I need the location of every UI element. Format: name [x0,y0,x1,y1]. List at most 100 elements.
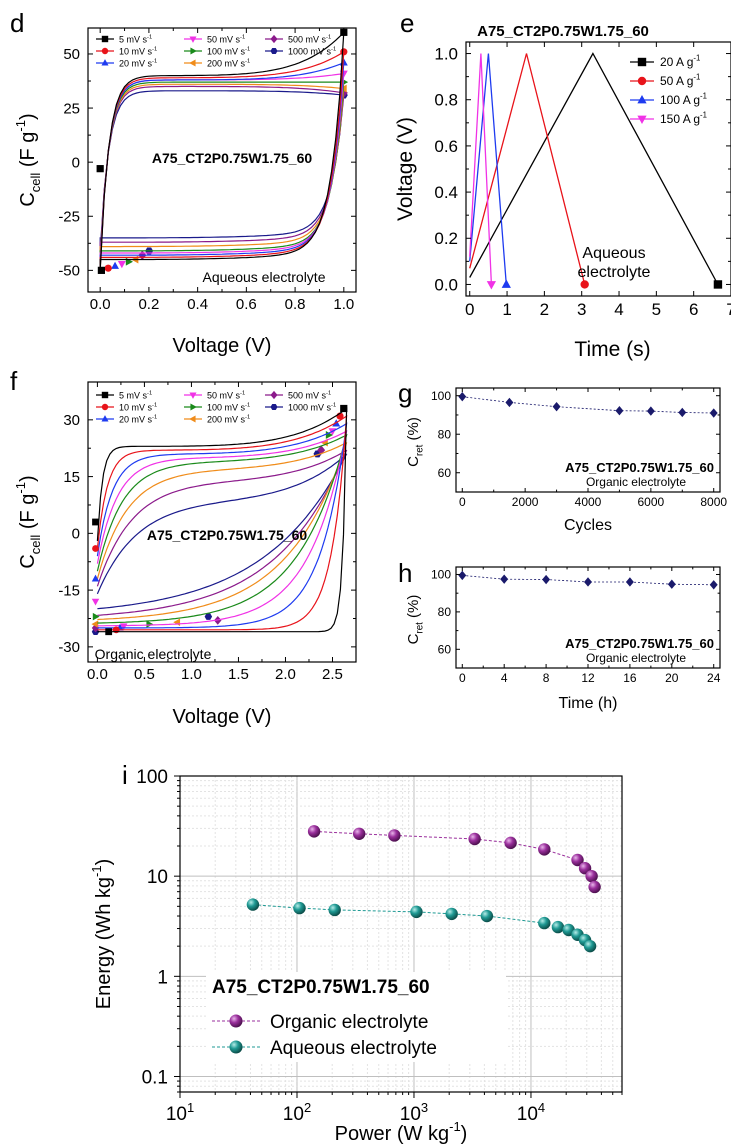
x-axis-label: Cycles [564,517,612,534]
chart-panel-i: i 101 102 103 104 0.1 1 10 100 A75_CT2P0.75W1.75_… [89,760,623,1145]
annotation: Aqueous [582,245,645,262]
legend-marker [101,35,109,43]
series-line [469,52,719,285]
data-point [486,281,497,290]
series-line [469,53,507,285]
panel-letter-e: e [400,8,414,38]
y-tick-label: 0 [72,154,80,171]
data-point [340,48,348,56]
legend-marker [101,415,109,422]
plot-frame [87,381,357,663]
data-point [96,165,104,173]
data-point [667,579,676,589]
data-point [709,580,718,590]
data-point [625,577,634,587]
series-line [99,83,345,260]
panel-letter-d: d [10,8,24,38]
y-axis-label: Ccell (F g-1) [13,113,43,206]
x-tick-label: 2000 [512,495,539,509]
y-tick-label: -30 [58,639,80,656]
data-point [646,406,655,416]
x-tick-label: 0.2 [138,296,159,313]
series-line [96,433,348,624]
chart-title: A75_CT2P0.75W1.75_60 [212,977,430,998]
data-point [504,836,517,850]
x-axis-label: Time (s) [574,338,650,361]
x-axis-label: Time (h) [559,695,618,712]
x-tick-label: 1.0 [181,666,202,683]
legend-marker [637,94,647,104]
data-point [111,261,120,269]
series-line [99,72,345,264]
x-tick-label: 4 [614,300,623,319]
data-point [388,829,401,842]
chart-panel-f: f 0.0 0.5 1.0 1.5 2.0 2.5 -30 -15 0 15 30 5 mV s-1 10… [10,366,357,728]
plot-frame [179,775,623,1093]
series-line [99,61,345,267]
data-point [246,898,260,911]
legend-marker [229,1014,243,1028]
chart-title: A75_CT2P0.75W1.75_60 [565,636,714,651]
legend-label: 20 A g-1 [660,54,700,69]
legend-marker [189,392,197,399]
y-axis-label: Cret (%) [405,417,426,467]
series-line [96,453,348,610]
y-tick-label: 15 [63,469,80,486]
x-tick-label: 16 [623,671,637,685]
series-group [91,404,348,636]
series-group [458,570,718,590]
data-point [91,574,100,582]
chart-panel-h: h 0 4 8 12 16 20 24 60 80 100 A75_CT2P0.75W1.75_60O… [398,558,721,712]
x-tick-label: 101 [166,1100,194,1125]
series-line [99,30,345,271]
legend-label: 100 A g-1 [660,92,707,107]
x-tick-label: 0.5 [134,666,155,683]
legend-label: Organic electrolyte [270,1012,428,1033]
y-tick-label: 0.4 [434,183,458,202]
legend-marker [637,57,647,67]
legend-label: 50 A g-1 [660,73,700,88]
y-tick-label: 0.8 [434,91,458,110]
x-tick-label: 8000 [700,495,727,509]
legend-marker [190,47,197,55]
data-point [92,518,99,526]
series-line [314,830,596,888]
series-line [99,85,345,256]
legend-marker [101,391,109,399]
x-tick-label: 1.0 [333,296,354,313]
x-tick-label: 2 [540,300,549,319]
data-point [505,397,514,408]
data-point [117,260,126,269]
legend-marker [637,76,647,86]
x-tick-label: 0.8 [285,296,306,313]
chart-title: A75_CT2P0.75W1.75_60 [477,23,649,40]
x-axis-label: Voltage (V) [173,335,272,357]
legend-label: 100 mV s-1 [207,402,250,412]
y-tick-label: -15 [58,582,80,599]
x-tick-label: 12 [581,671,595,685]
data-point [293,901,306,915]
chart-panel-g: g 0 2000 4000 6000 8000 60 80 100 A75_CT2P0.75W1.… [398,378,727,534]
series-line [469,53,586,285]
y-tick-label: 60 [438,642,452,656]
x-tick-label: 24 [707,671,721,685]
series-line [469,53,493,285]
legend: A75_CT2P0.75W1.75_60 Organic electrolyte A… [206,972,506,1062]
x-tick-label: 8 [543,671,550,685]
x-tick-label: 6000 [638,495,665,509]
x-tick-label: 4 [501,671,508,685]
data-point [538,916,551,930]
series-line [96,442,348,621]
annotation: electrolyte [578,264,651,281]
x-tick-label: 2.5 [322,666,343,683]
data-point [410,905,423,919]
legend-marker [189,415,196,423]
legend-label: 500 mV s-1 [288,34,331,44]
y-tick-label: 80 [438,427,452,441]
legend-label: 5 mV s-1 [119,390,152,400]
x-tick-label: 20 [665,671,679,685]
x-tick-label: 0.0 [90,296,111,313]
x-tick-label: 104 [517,1100,545,1125]
data-point [615,406,624,416]
x-tick-label: 5 [652,300,661,319]
